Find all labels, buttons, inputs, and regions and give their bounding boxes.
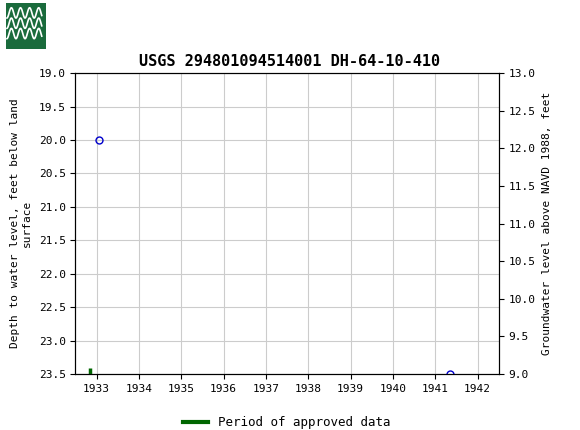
Text: USGS: USGS [49, 16, 118, 36]
Y-axis label: Depth to water level, feet below land
surface: Depth to water level, feet below land su… [10, 99, 32, 348]
Legend: Period of approved data: Period of approved data [179, 411, 396, 430]
Text: USGS 294801094514001 DH-64-10-410: USGS 294801094514001 DH-64-10-410 [139, 54, 441, 69]
Y-axis label: Groundwater level above NAVD 1988, feet: Groundwater level above NAVD 1988, feet [542, 92, 553, 355]
Bar [6, 3, 46, 49]
